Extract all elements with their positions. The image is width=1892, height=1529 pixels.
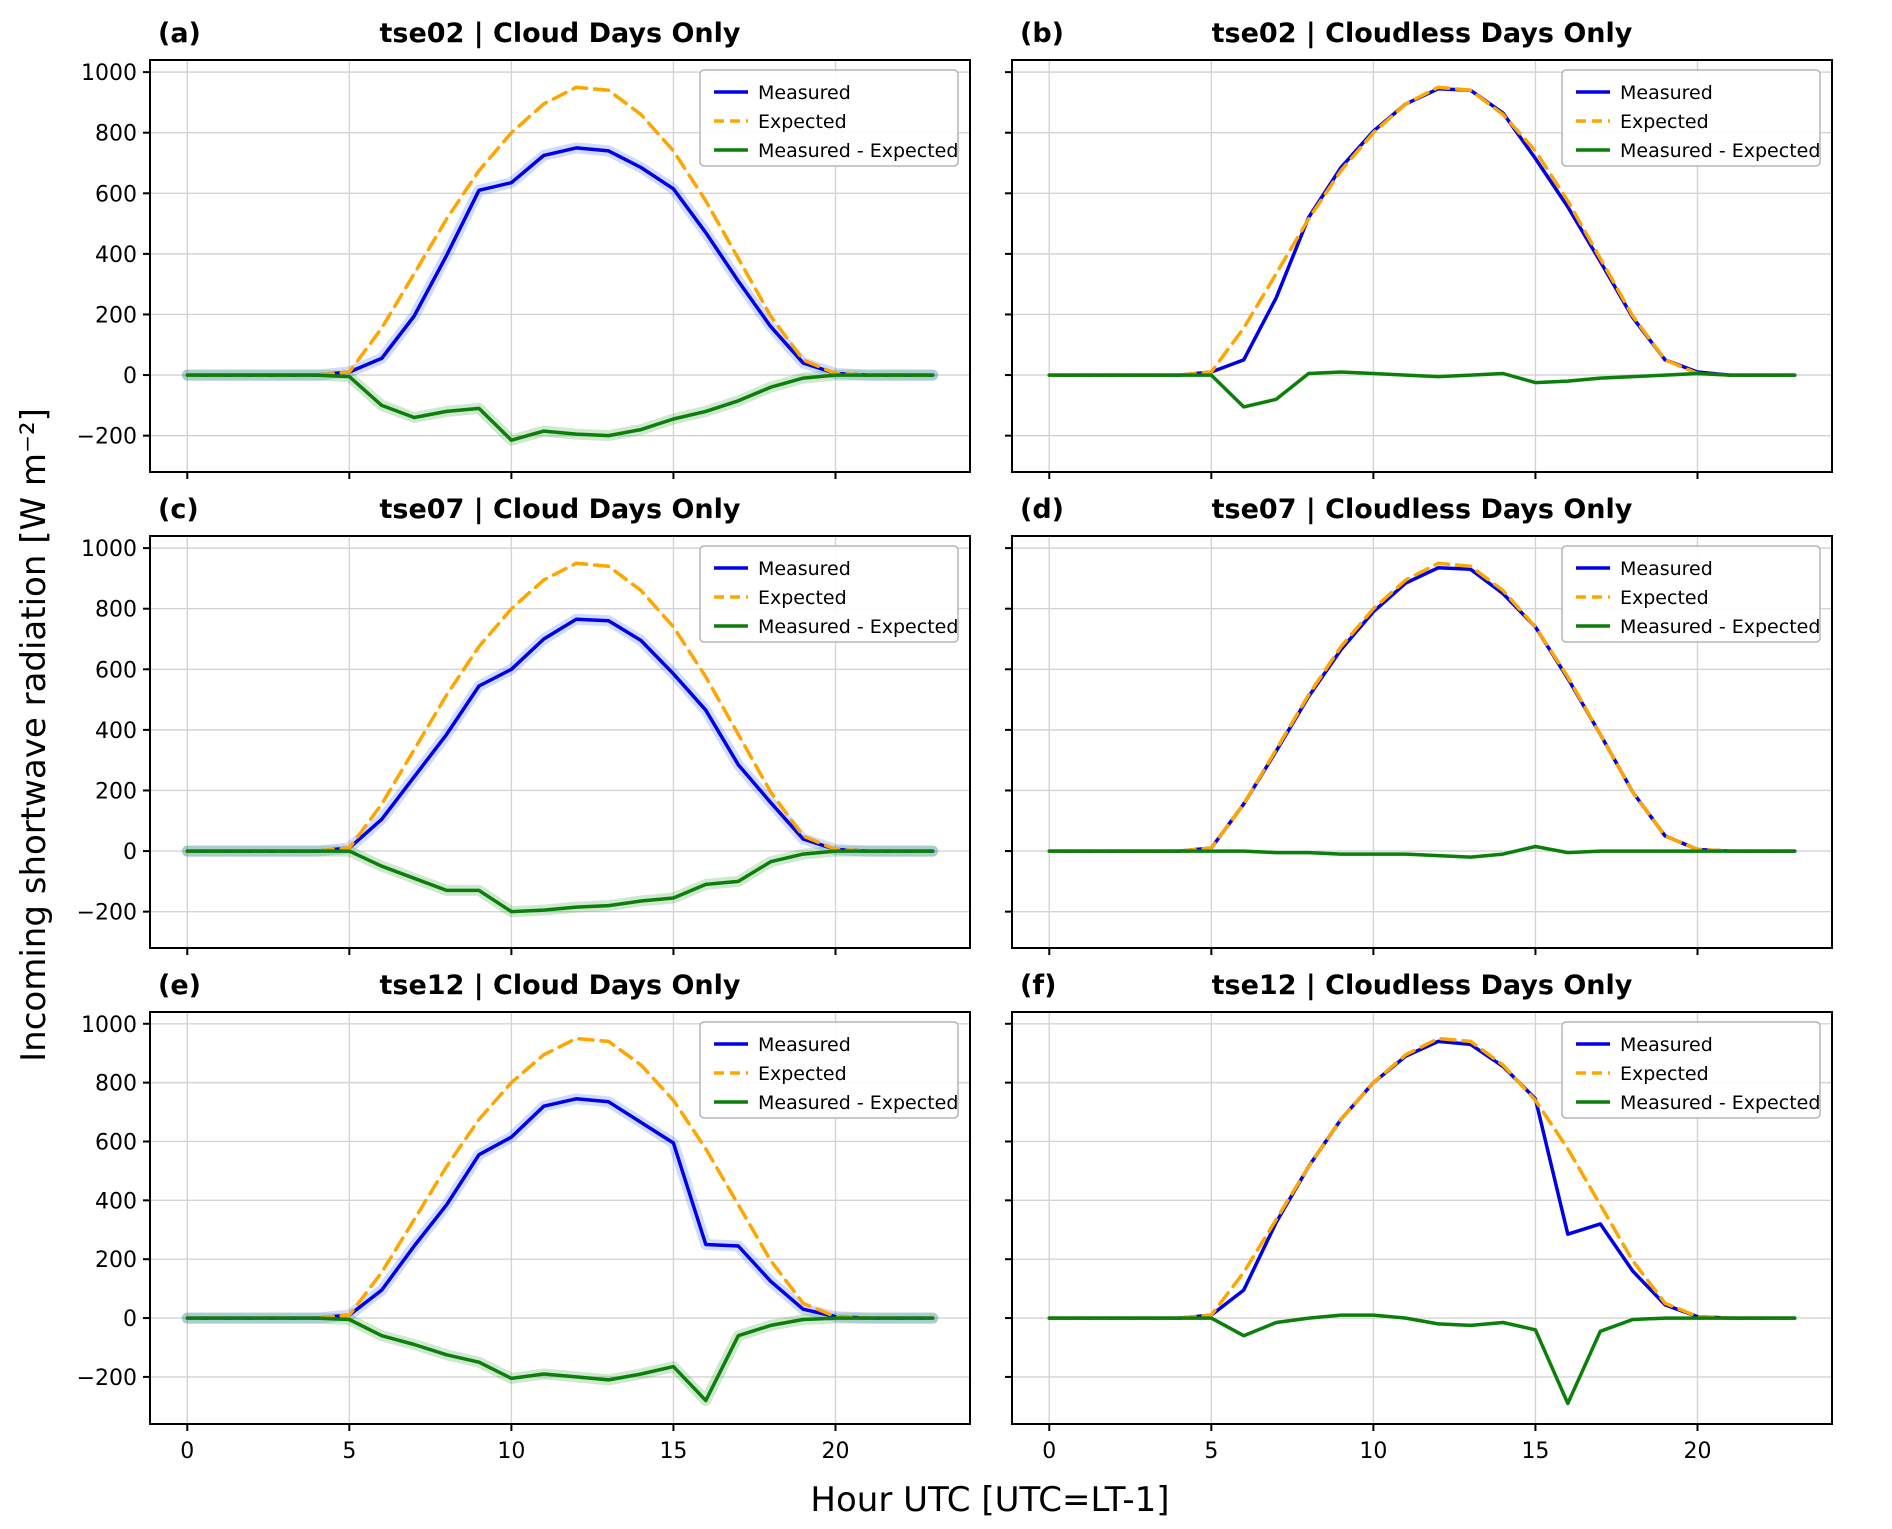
panel-letter: (f) — [1020, 970, 1056, 1001]
legend: Measured Expected Measured - Expected — [1561, 1021, 1821, 1119]
b-difference-line — [1047, 370, 1797, 409]
x-tick-label: 15 — [659, 1439, 687, 1464]
legend-box — [1561, 545, 1821, 643]
x-tick-label: 20 — [1683, 1439, 1711, 1464]
x-tick-label: 0 — [1042, 1439, 1056, 1464]
legend-label: Measured - Expected — [758, 140, 958, 162]
y-axis-label: Incoming shortwave radiation [W m⁻²] — [14, 408, 54, 1062]
axes-spines — [1011, 1011, 1833, 1425]
legend-label: Expected — [758, 1063, 847, 1085]
panel-letter: (d) — [1020, 494, 1064, 525]
y-tick-label: 1000 — [81, 537, 137, 562]
d-difference-line — [1047, 844, 1797, 859]
panel-title: tse02 | Cloud Days Only — [380, 18, 741, 49]
legend: Measured Expected Measured - Expected — [699, 545, 959, 643]
legend-label: Expected — [1620, 111, 1709, 133]
legend-label: Expected — [1620, 1063, 1709, 1085]
panel-letter: (a) — [158, 18, 201, 49]
axes-spines — [149, 59, 971, 473]
axes-spines — [1011, 59, 1833, 473]
legend-box — [699, 545, 959, 643]
y-tick-label: −200 — [77, 1366, 137, 1391]
panel-title: tse07 | Cloud Days Only — [380, 494, 741, 525]
legend-label: Measured - Expected — [1620, 616, 1820, 638]
x-tick-label: 10 — [1359, 1439, 1387, 1464]
axes-spines — [1011, 535, 1833, 949]
y-tick-label: 1000 — [81, 61, 137, 86]
legend-label: Measured — [758, 82, 851, 104]
y-tick-label: 600 — [95, 182, 137, 207]
legend-label: Measured — [758, 1034, 851, 1056]
legend-label: Expected — [758, 587, 847, 609]
panel-b: (b) tse02 | Cloudless Days Only Measured Ex… — [1005, 18, 1833, 479]
panel-letter: (b) — [1020, 18, 1064, 49]
x-tick-label: 15 — [1521, 1439, 1549, 1464]
y-tick-label: 0 — [123, 840, 137, 865]
y-tick-label: 200 — [95, 779, 137, 804]
legend-box — [1561, 69, 1821, 167]
legend-label: Expected — [1620, 587, 1709, 609]
legend-label: Measured - Expected — [1620, 1092, 1820, 1114]
e-difference-line — [185, 1316, 935, 1403]
y-tick-label: 400 — [95, 243, 137, 268]
y-tick-label: 800 — [95, 598, 137, 623]
f-difference-line — [1047, 1313, 1797, 1406]
legend: Measured Expected Measured - Expected — [699, 69, 959, 167]
legend-label: Measured — [1620, 1034, 1713, 1056]
c-difference-line — [185, 849, 935, 914]
panel-c: −200 0 200 400 600 800 1000 (c) tse07 | Cloud Da… — [77, 494, 971, 955]
legend: Measured Expected Measured - Expected — [1561, 69, 1821, 167]
legend-label: Expected — [758, 111, 847, 133]
y-tick-label: 800 — [95, 122, 137, 147]
y-tick-label: 600 — [95, 658, 137, 683]
y-tick-label: 800 — [95, 1072, 137, 1097]
panel-f: 0 5 10 15 20 (f) tse12 | Cloudless Days Only Me… — [1005, 970, 1833, 1464]
legend-box — [1561, 1021, 1821, 1119]
panel-title: tse12 | Cloud Days Only — [380, 970, 741, 1001]
legend-label: Measured - Expected — [758, 616, 958, 638]
legend-box — [699, 69, 959, 167]
x-tick-label: 5 — [342, 1439, 356, 1464]
x-tick-label: 20 — [821, 1439, 849, 1464]
panel-title: tse07 | Cloudless Days Only — [1212, 494, 1633, 525]
panel-d: (d) tse07 | Cloudless Days Only Measured Ex… — [1005, 494, 1833, 955]
legend: Measured Expected Measured - Expected — [699, 1021, 959, 1119]
axes-spines — [149, 535, 971, 949]
legend-box — [699, 1021, 959, 1119]
panel-letter: (c) — [158, 494, 199, 525]
legend-label: Measured - Expected — [1620, 140, 1820, 162]
legend: Measured Expected Measured - Expected — [1561, 545, 1821, 643]
y-tick-label: 200 — [95, 303, 137, 328]
legend-label: Measured — [1620, 82, 1713, 104]
y-tick-label: −200 — [77, 901, 137, 926]
panel-a: −200 0 200 400 600 800 1000 (a) tse02 | Cloud Da… — [77, 18, 971, 479]
y-tick-label: −200 — [77, 425, 137, 450]
legend-label: Measured - Expected — [758, 1092, 958, 1114]
panel-title: tse02 | Cloudless Days Only — [1212, 18, 1633, 49]
y-tick-label: 600 — [95, 1130, 137, 1155]
legend-label: Measured — [1620, 558, 1713, 580]
y-tick-label: 400 — [95, 719, 137, 744]
a-difference-line — [185, 373, 935, 442]
legend-label: Measured — [758, 558, 851, 580]
x-tick-label: 10 — [497, 1439, 525, 1464]
y-tick-label: 200 — [95, 1248, 137, 1273]
y-tick-label: 0 — [123, 364, 137, 389]
panel-letter: (e) — [158, 970, 201, 1001]
x-axis-label: Hour UTC [UTC=LT-1] — [810, 1480, 1170, 1520]
x-tick-label: 5 — [1204, 1439, 1218, 1464]
y-tick-label: 0 — [123, 1307, 137, 1332]
x-tick-label: 0 — [180, 1439, 194, 1464]
y-tick-label: 1000 — [81, 1013, 137, 1038]
panel-title: tse12 | Cloudless Days Only — [1212, 970, 1633, 1001]
y-tick-label: 400 — [95, 1189, 137, 1214]
panels-grid: −200 0 200 400 600 800 1000 (a) tse02 | Cloud Da… — [64, 6, 1840, 1472]
panel-e: 0 5 10 15 20 −200 0 200 400 600 800 1000 (e) tse12 | … — [77, 970, 971, 1464]
axes-spines — [149, 1011, 971, 1425]
